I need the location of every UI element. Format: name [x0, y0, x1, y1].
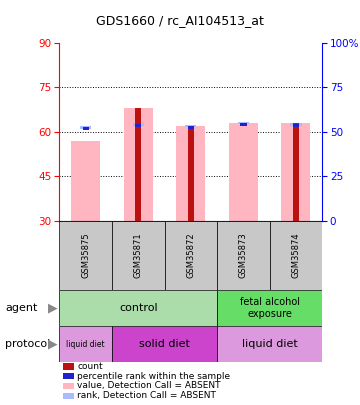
Bar: [270, 221, 322, 290]
Bar: [124, 108, 153, 221]
Text: GSM35871: GSM35871: [134, 232, 143, 278]
Bar: [188, 126, 194, 221]
Text: GDS1660 / rc_AI104513_at: GDS1660 / rc_AI104513_at: [96, 14, 264, 27]
Bar: [293, 124, 299, 127]
Text: liquid diet: liquid diet: [66, 340, 105, 349]
Bar: [112, 326, 217, 362]
Text: GSM35872: GSM35872: [186, 232, 195, 278]
Bar: [217, 290, 322, 326]
Text: value, Detection Call = ABSENT: value, Detection Call = ABSENT: [77, 382, 221, 390]
Text: control: control: [119, 303, 158, 313]
Text: GSM35874: GSM35874: [291, 232, 300, 278]
Text: GSM35875: GSM35875: [81, 232, 90, 278]
Bar: [71, 141, 100, 221]
Bar: [80, 126, 91, 129]
Bar: [59, 326, 112, 362]
Text: agent: agent: [5, 303, 38, 313]
Bar: [290, 123, 302, 126]
Text: percentile rank within the sample: percentile rank within the sample: [77, 372, 230, 381]
Bar: [217, 221, 270, 290]
Text: GSM35873: GSM35873: [239, 232, 248, 278]
Bar: [293, 123, 299, 221]
Bar: [240, 123, 247, 126]
Text: liquid diet: liquid diet: [242, 339, 297, 349]
Text: ▶: ▶: [49, 301, 58, 314]
Bar: [135, 124, 141, 127]
Bar: [135, 108, 141, 221]
Bar: [185, 125, 197, 127]
Bar: [82, 127, 89, 130]
Bar: [176, 126, 205, 221]
Text: solid diet: solid diet: [139, 339, 190, 349]
Bar: [229, 123, 258, 221]
Text: protocol: protocol: [5, 339, 51, 349]
Bar: [188, 126, 194, 129]
Bar: [112, 221, 165, 290]
Bar: [132, 123, 144, 126]
Bar: [165, 221, 217, 290]
Bar: [282, 123, 310, 221]
Bar: [238, 122, 249, 124]
Text: count: count: [77, 362, 103, 371]
Bar: [59, 290, 217, 326]
Bar: [217, 326, 322, 362]
Text: fetal alcohol
exposure: fetal alcohol exposure: [240, 297, 300, 319]
Text: ▶: ▶: [49, 338, 58, 351]
Text: rank, Detection Call = ABSENT: rank, Detection Call = ABSENT: [77, 391, 216, 400]
Bar: [59, 221, 112, 290]
